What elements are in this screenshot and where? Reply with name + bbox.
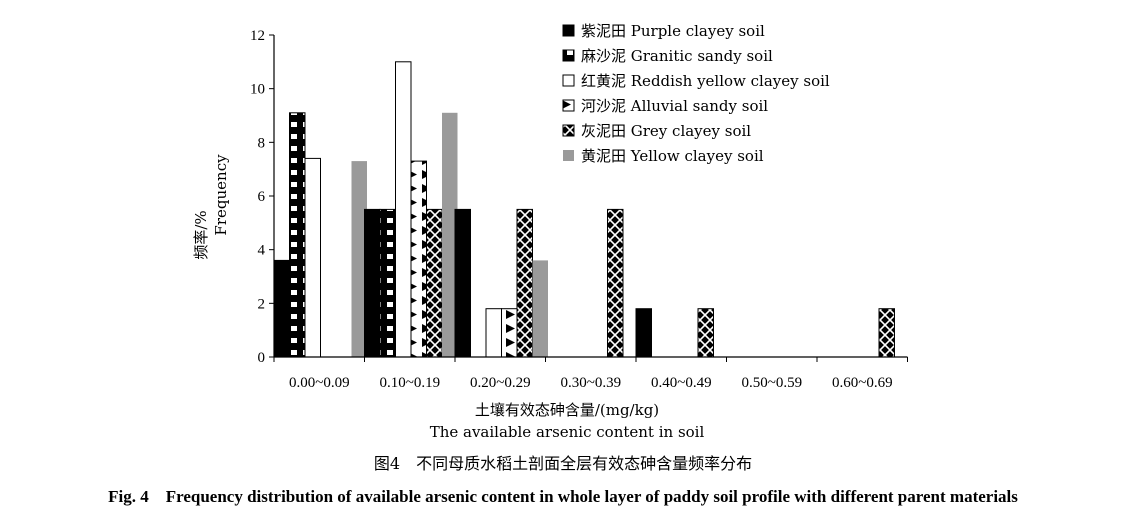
purple-clayey-bar [454,208,471,358]
legend-swatch [563,150,574,161]
caption-en: Fig. 4 Frequency distribution of availab… [108,487,1018,506]
legend-swatch [562,99,575,112]
x-tick-label: 0.50~0.59 [741,375,802,391]
x-axis-title-cn: 土壤有效态砷含量/(mg/kg) [475,401,659,419]
y-tick-label: 6 [258,189,266,205]
y-tick-labels: 0 2 4 6 8 10 12 [250,28,266,366]
grey-clayey-bar [516,208,533,358]
x-tick-label: 0.40~0.49 [651,375,712,391]
purple-clayey-bar [364,208,381,358]
y-tick-label: 12 [250,28,265,44]
legend-swatch [562,24,575,37]
legend-swatch [562,124,575,137]
x-tick-label: 0.10~0.19 [379,375,440,391]
grey-clayey-bar [607,208,624,358]
grey-clayey-bar [878,308,895,358]
y-tick-label: 4 [258,243,266,259]
reddish-yellow-bar [485,308,502,358]
x-tick-label: 0.00~0.09 [289,375,350,391]
alluvial-sandy-bar [501,308,518,358]
axes-group [269,34,908,362]
legend-swatch [562,74,575,87]
reddish-yellow-bar [304,157,321,358]
legend: 紫泥田 Purple clayey soil 麻沙泥 Granitic sandy… [562,22,830,165]
yellow-clayey-bar [351,161,367,357]
y-tick-label: 8 [258,135,266,151]
y-axis-title-en: Frequency [212,154,230,236]
x-tick-label: 0.30~0.39 [560,375,621,391]
x-axis-title-en: The available arsenic content in soil [430,423,705,441]
purple-clayey-bar [273,259,290,358]
y-tick-label: 10 [250,82,265,98]
x-tick-label: 0.60~0.69 [832,375,893,391]
alluvial-sandy-bar [410,160,427,358]
yellow-clayey-bar [532,260,548,357]
bars-group [273,61,895,358]
x-tick-label: 0.20~0.29 [470,375,531,391]
legend-label: 麻沙泥 Granitic sandy soil [581,47,773,65]
granitic-sandy-bar [379,208,396,358]
legend-label: 紫泥田 Purple clayey soil [581,22,765,40]
caption-cn: 图4 不同母质水稻土剖面全层有效态砷含量频率分布 [374,454,752,473]
yellow-clayey-bar [442,112,458,357]
granitic-sandy-bar [289,112,306,358]
legend-swatch [562,49,575,62]
y-tick-label: 2 [258,296,266,312]
grey-clayey-bar [697,308,714,358]
purple-clayey-bar [635,308,652,358]
legend-label: 红黄泥 Reddish yellow clayey soil [581,72,830,90]
y-tick-label: 0 [258,350,266,366]
y-axis-title-cn: 频率/% [192,210,210,259]
grey-clayey-bar [426,208,443,358]
legend-label: 灰泥田 Grey clayey soil [581,122,751,140]
x-tick-labels: 0.00~0.09 0.10~0.19 0.20~0.29 0.30~0.39 0.40… [289,375,893,391]
reddish-yellow-bar [395,61,412,358]
legend-label: 黄泥田 Yellow clayey soil [581,147,764,165]
legend-label: 河沙泥 Alluvial sandy soil [581,97,768,115]
